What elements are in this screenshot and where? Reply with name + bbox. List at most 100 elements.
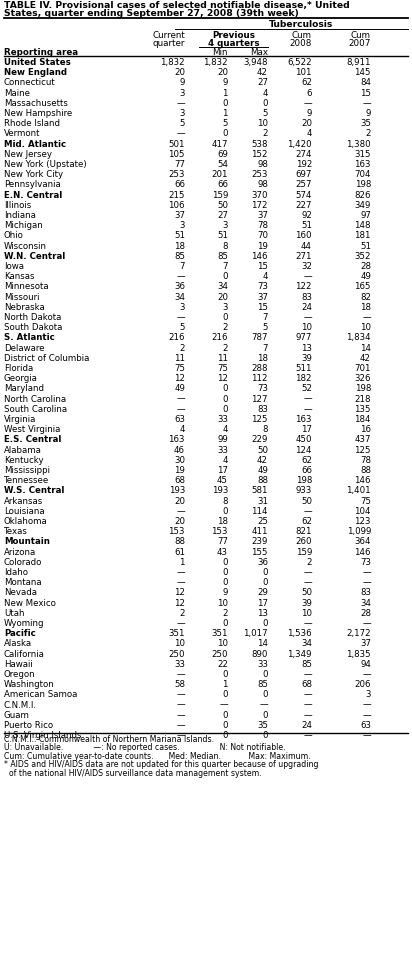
Text: 182: 182 (295, 374, 312, 383)
Text: West Virginia: West Virginia (4, 425, 61, 434)
Text: 10: 10 (301, 323, 312, 332)
Text: 20: 20 (174, 496, 185, 506)
Text: New York (Upstate): New York (Upstate) (4, 160, 87, 169)
Text: 20: 20 (217, 68, 228, 77)
Text: 0: 0 (222, 313, 228, 322)
Text: 51: 51 (301, 221, 312, 230)
Text: 0: 0 (222, 619, 228, 628)
Text: 1,834: 1,834 (346, 333, 371, 342)
Text: —: — (303, 568, 312, 577)
Text: 66: 66 (174, 180, 185, 189)
Text: Current: Current (152, 31, 185, 40)
Text: —: — (176, 130, 185, 138)
Text: 253: 253 (251, 171, 268, 179)
Text: —: — (303, 507, 312, 516)
Text: Mid. Atlantic: Mid. Atlantic (4, 139, 66, 148)
Text: 77: 77 (217, 537, 228, 546)
Text: Maine: Maine (4, 89, 30, 98)
Text: 146: 146 (251, 252, 268, 260)
Text: 0: 0 (222, 130, 228, 138)
Text: 155: 155 (251, 548, 268, 557)
Text: 18: 18 (217, 517, 228, 526)
Text: 198: 198 (355, 180, 371, 189)
Text: 50: 50 (217, 201, 228, 210)
Text: 51: 51 (174, 231, 185, 241)
Text: 145: 145 (354, 68, 371, 77)
Text: 10: 10 (217, 640, 228, 648)
Text: Max: Max (250, 48, 268, 57)
Text: 227: 227 (295, 201, 312, 210)
Text: 3: 3 (365, 690, 371, 699)
Text: 0: 0 (222, 711, 228, 720)
Text: 58: 58 (174, 681, 185, 689)
Text: 34: 34 (301, 640, 312, 648)
Text: 6: 6 (307, 89, 312, 98)
Text: Puerto Rico: Puerto Rico (4, 721, 53, 730)
Text: 85: 85 (301, 660, 312, 669)
Text: 2: 2 (222, 608, 228, 618)
Text: 42: 42 (257, 68, 268, 77)
Text: 123: 123 (354, 517, 371, 526)
Text: —: — (303, 395, 312, 404)
Text: 42: 42 (360, 354, 371, 363)
Text: 17: 17 (217, 466, 228, 475)
Text: 1,835: 1,835 (346, 649, 371, 658)
Text: Wisconsin: Wisconsin (4, 242, 47, 251)
Text: 37: 37 (257, 211, 268, 220)
Text: 36: 36 (257, 558, 268, 566)
Text: —: — (260, 701, 268, 710)
Text: 13: 13 (301, 343, 312, 353)
Text: Hawaii: Hawaii (4, 660, 33, 669)
Text: District of Columbia: District of Columbia (4, 354, 89, 363)
Text: 2: 2 (180, 343, 185, 353)
Text: 250: 250 (211, 649, 228, 658)
Text: Florida: Florida (4, 364, 33, 373)
Text: 2: 2 (222, 343, 228, 353)
Text: Minnesota: Minnesota (4, 283, 49, 292)
Text: American Samoa: American Samoa (4, 690, 77, 699)
Text: 0: 0 (262, 711, 268, 720)
Text: 15: 15 (257, 262, 268, 271)
Text: 77: 77 (174, 160, 185, 169)
Text: —: — (176, 670, 185, 679)
Text: 0: 0 (222, 405, 228, 413)
Text: Colorado: Colorado (4, 558, 42, 566)
Text: —: — (363, 578, 371, 587)
Text: 7: 7 (262, 313, 268, 322)
Text: 104: 104 (354, 507, 371, 516)
Text: 20: 20 (301, 119, 312, 128)
Text: 33: 33 (217, 446, 228, 454)
Text: 97: 97 (360, 211, 371, 220)
Text: Delaware: Delaware (4, 343, 44, 353)
Text: 85: 85 (174, 252, 185, 260)
Text: 1: 1 (180, 558, 185, 566)
Text: 85: 85 (217, 252, 228, 260)
Text: —: — (363, 619, 371, 628)
Text: 0: 0 (222, 568, 228, 577)
Text: —: — (176, 578, 185, 587)
Text: 351: 351 (169, 629, 185, 639)
Text: 1,380: 1,380 (346, 139, 371, 148)
Text: 2,172: 2,172 (346, 629, 371, 639)
Text: 16: 16 (360, 425, 371, 434)
Text: 0: 0 (222, 578, 228, 587)
Text: Mississippi: Mississippi (4, 466, 50, 475)
Text: 163: 163 (169, 436, 185, 445)
Text: Montana: Montana (4, 578, 42, 587)
Text: 3: 3 (180, 109, 185, 118)
Text: 62: 62 (301, 78, 312, 88)
Text: North Dakota: North Dakota (4, 313, 61, 322)
Text: Wyoming: Wyoming (4, 619, 44, 628)
Text: —: — (303, 98, 312, 108)
Text: 98: 98 (257, 160, 268, 169)
Text: 20: 20 (174, 68, 185, 77)
Text: 37: 37 (257, 292, 268, 301)
Text: 9: 9 (307, 109, 312, 118)
Text: 122: 122 (295, 283, 312, 292)
Text: Oklahoma: Oklahoma (4, 517, 48, 526)
Text: 417: 417 (211, 139, 228, 148)
Text: U.S. Virgin Islands: U.S. Virgin Islands (4, 731, 82, 740)
Text: —: — (363, 98, 371, 108)
Text: Reporting area: Reporting area (4, 48, 78, 57)
Text: 62: 62 (301, 455, 312, 465)
